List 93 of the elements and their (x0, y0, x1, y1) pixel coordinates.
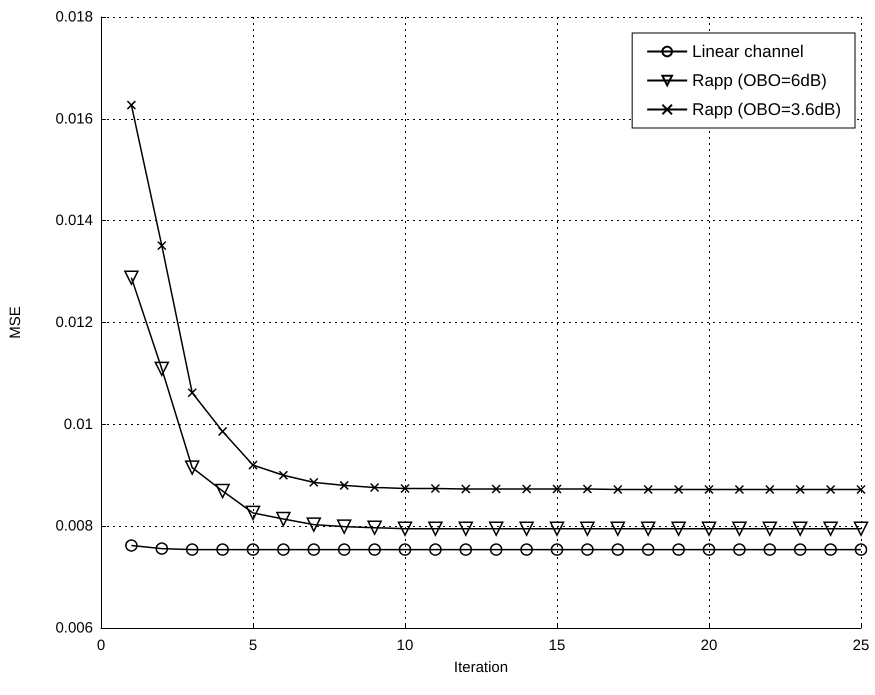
y-tick-label: 0.012 (55, 314, 93, 331)
y-tick-label: 0.018 (55, 8, 93, 26)
point (309, 478, 319, 488)
point (246, 506, 260, 520)
point (642, 543, 654, 556)
point (276, 512, 291, 526)
point (734, 484, 744, 494)
point (794, 543, 806, 556)
y-tick-label: 0.016 (55, 110, 93, 128)
point (215, 484, 230, 498)
point (187, 388, 197, 398)
point (672, 543, 685, 556)
x-tick-label: 10 (396, 637, 414, 654)
point (367, 520, 382, 535)
point (612, 543, 624, 556)
point (368, 543, 381, 556)
x-tick-label: 20 (700, 637, 718, 654)
point (154, 362, 170, 376)
point (854, 521, 868, 536)
point (336, 519, 352, 534)
point (640, 521, 656, 536)
point (795, 484, 805, 494)
point (824, 543, 837, 556)
point (458, 521, 474, 536)
y-tick-label: 0.006 (55, 620, 93, 636)
point (610, 521, 626, 536)
point (519, 521, 534, 536)
point (826, 484, 836, 494)
point (674, 484, 684, 494)
point (125, 539, 138, 552)
x-axis-title: Iteration (454, 659, 508, 676)
y-tick-label: 0.01 (64, 416, 93, 433)
point (520, 543, 533, 556)
point (124, 270, 139, 285)
point (550, 521, 564, 536)
point (184, 460, 200, 475)
point (491, 484, 501, 494)
point (522, 484, 532, 494)
point (278, 470, 288, 480)
point (762, 521, 778, 536)
point (306, 517, 322, 532)
point (277, 543, 290, 556)
point (488, 521, 504, 536)
point (429, 543, 442, 556)
y-tick-label: 0.014 (55, 212, 93, 230)
point (430, 484, 440, 494)
point (156, 542, 168, 555)
point (218, 426, 228, 436)
point (308, 543, 320, 556)
point (613, 484, 623, 494)
point (400, 484, 410, 494)
x-tick-label: 15 (548, 637, 566, 654)
point (339, 480, 349, 490)
point (765, 484, 775, 494)
legend-label: Linear channel (692, 42, 804, 61)
point (823, 521, 838, 536)
point (733, 543, 746, 556)
point (764, 543, 776, 556)
x-tick-label: 5 (248, 637, 258, 654)
point (671, 521, 686, 536)
y-tick-label: 0.008 (55, 518, 93, 535)
point (704, 484, 714, 494)
point (460, 543, 472, 556)
point (854, 543, 868, 556)
x-tick-label: 0 (96, 637, 106, 654)
point (216, 543, 229, 556)
point (157, 240, 167, 250)
point (428, 521, 443, 536)
point (550, 543, 564, 556)
point (702, 521, 716, 536)
point (582, 484, 592, 494)
point (856, 484, 866, 494)
point (126, 100, 136, 110)
point (248, 460, 258, 470)
point (732, 521, 747, 536)
point (643, 484, 653, 494)
y-axis-title: MSE (7, 306, 24, 339)
point (702, 543, 716, 556)
point (398, 543, 412, 556)
legend-label: Rapp (OBO=6dB) (692, 71, 827, 90)
point (461, 484, 471, 494)
point (370, 482, 380, 492)
point (580, 521, 595, 536)
point (186, 543, 198, 556)
point (246, 543, 260, 556)
legend-label: Rapp (OBO=3.6dB) (692, 100, 842, 119)
point (792, 521, 808, 536)
x-tick-label: 25 (852, 637, 870, 654)
point (581, 543, 594, 556)
point (490, 543, 502, 556)
point (338, 543, 350, 556)
point (552, 484, 562, 494)
point (398, 521, 412, 536)
